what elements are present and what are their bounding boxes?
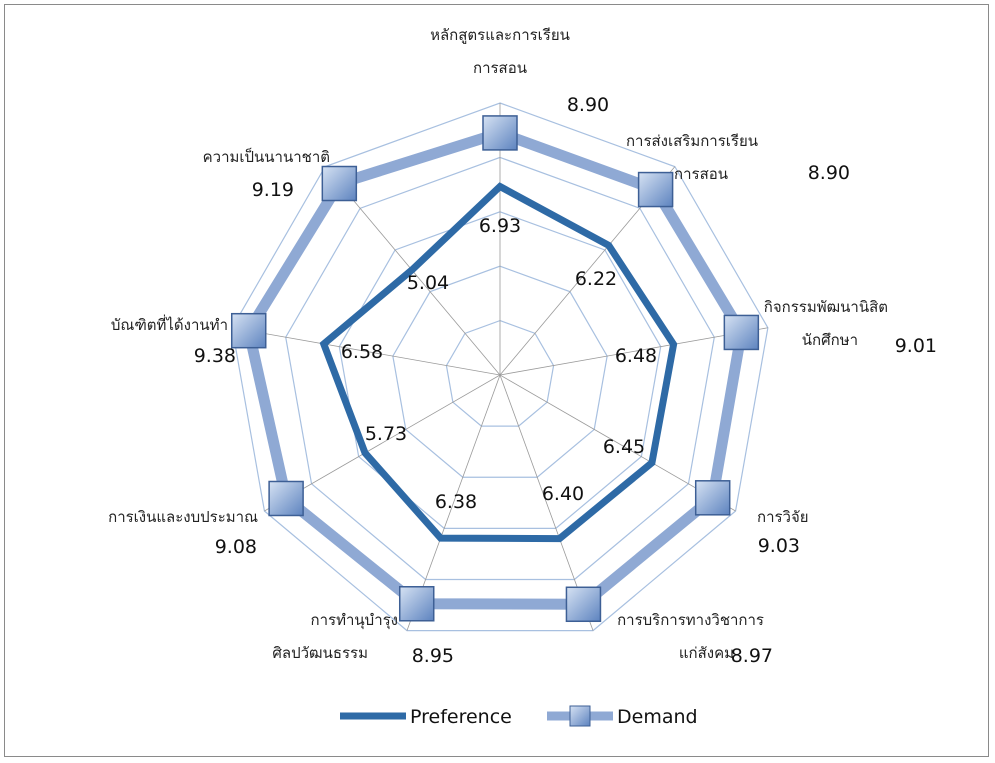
preference-value-label: 6.40 [542,483,584,505]
preference-value-label: 6.58 [341,341,383,363]
category-label: การบริการทางวิชาการ [617,611,764,629]
preference-value-label: 6.93 [479,215,521,237]
legend: Preference Demand [340,705,698,728]
preference-value-label: 5.73 [365,423,407,445]
demand-value-label: 8.90 [567,94,609,116]
grid-ring [231,102,769,632]
category-label: นักศึกษา [802,331,858,349]
category-label: การสอน [674,165,728,183]
grid-ring [285,156,715,581]
demand-value-label: 8.97 [731,645,773,667]
category-labels: หลักสูตรและการเรียนการสอนการส่งเสริมการเ… [108,26,888,662]
legend-label-demand: Demand [617,706,698,728]
demand-marker [398,586,435,622]
category-label: การส่งเสริมการเรียน [626,132,758,150]
series-demand [230,115,760,623]
demand-marker [321,165,358,202]
value-labels: 8.90 8.90 9.01 9.03 8.97 8.95 9.08 9.38 9.19 6.93… [194,94,937,667]
demand-value-label: 8.90 [808,162,850,184]
demand-marker [230,312,267,349]
legend-marker-demand [569,705,591,727]
spoke [232,327,501,376]
demand-line [242,127,748,610]
preference-value-label: 6.22 [575,268,617,290]
preference-value-label: 6.45 [603,436,645,458]
grid-ring [445,319,555,427]
demand-marker [482,115,518,151]
demand-value-label: 9.19 [252,179,294,201]
preference-line [319,182,678,543]
category-label: แก่สังคม [679,644,734,662]
radar-grid [231,102,769,632]
demand-value-label: 9.38 [194,345,236,367]
demand-marker [723,314,760,351]
grid-ring [392,265,608,478]
grid-ring [338,211,662,529]
demand-marker [565,586,602,623]
category-label: การเงินและงบประมาณ [108,508,258,526]
category-label: ความเป็นนานาชาติ [203,147,330,166]
demand-marker [268,480,304,517]
category-label: ศิลปวัฒนธรรม [272,644,368,662]
demand-marker [637,171,674,208]
preference-value-label: 5.04 [407,272,449,294]
preference-value-label: 6.38 [435,491,477,513]
demand-value-label: 8.95 [412,645,454,667]
demand-value-label: 9.03 [758,535,800,557]
category-label: กิจกรรมพัฒนานิสิต [764,298,888,316]
category-label: หลักสูตรและการเรียน [430,26,570,44]
preference-value-label: 6.48 [615,345,657,367]
demand-value-label: 9.08 [215,536,257,558]
spoke [499,327,768,376]
category-label: การทำนุบำรุง [311,611,398,630]
category-label: การวิจัย [757,508,809,526]
category-label: การสอน [473,59,527,77]
series-preference [319,182,678,543]
legend-label-preference: Preference [410,706,512,728]
category-label: บัณฑิตที่ได้งานทำ [111,314,228,334]
demand-marker [694,480,731,516]
demand-value-label: 9.01 [895,335,937,357]
